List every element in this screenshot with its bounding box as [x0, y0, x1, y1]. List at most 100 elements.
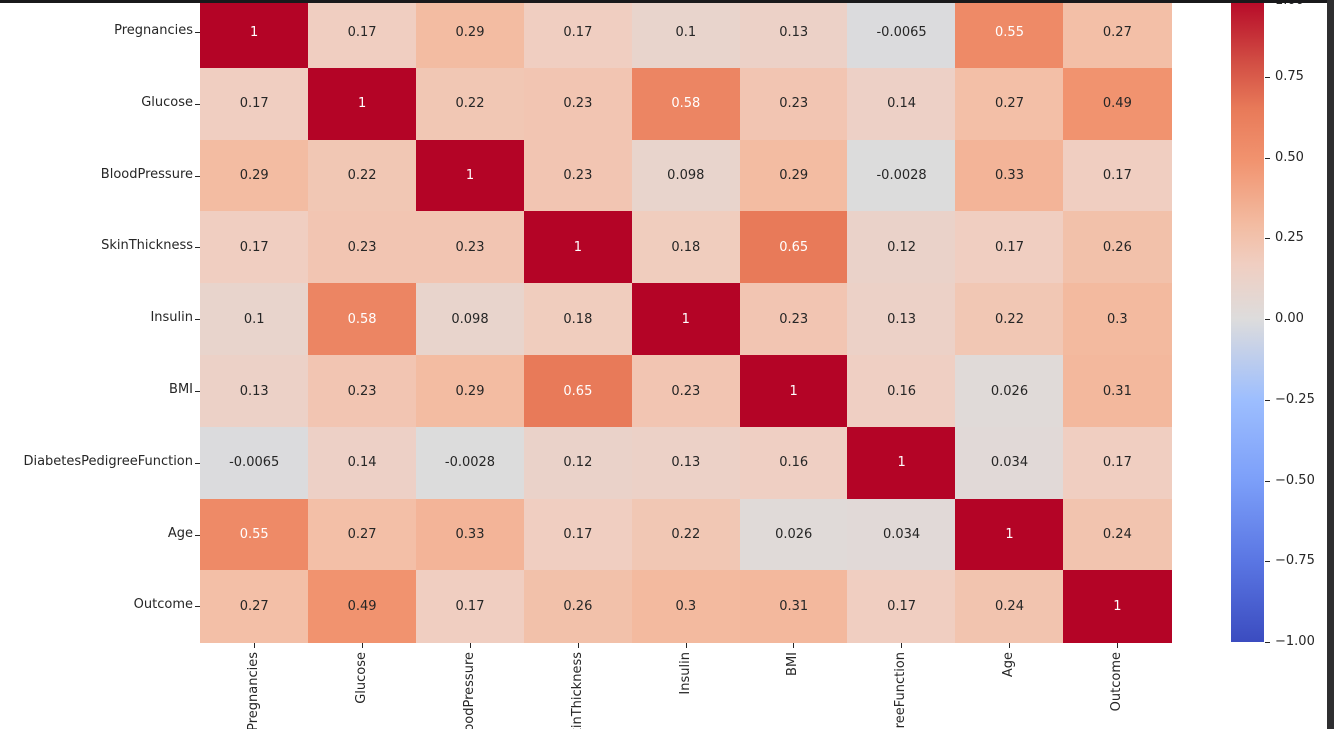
heatmap-cell: 0.12	[523, 426, 633, 500]
cell-annotation: 0.17	[1102, 455, 1132, 471]
cell-annotation: 0.49	[1102, 96, 1132, 112]
heatmap-cell: 0.1	[631, 0, 740, 69]
colorbar-tick-label: −0.50	[1275, 472, 1315, 488]
heatmap-cell: 0.17	[1063, 426, 1172, 500]
colorbar-tick-label: 0.00	[1275, 311, 1304, 326]
heatmap-cell: 0.17	[200, 211, 309, 284]
heatmap-cell: 0.23	[415, 211, 525, 284]
cell-annotation: 0.29	[455, 383, 485, 399]
y-tick-mark	[195, 176, 200, 177]
heatmap-cell: 0.13	[739, 0, 848, 69]
cell-annotation: 0.55	[239, 527, 269, 543]
heatmap-cell: 0.55	[200, 498, 309, 571]
heatmap-cell: 0.14	[847, 67, 956, 141]
cell-annotation: 0.27	[239, 599, 269, 615]
cell-annotation: 0.23	[779, 96, 809, 112]
cell-annotation: 0.13	[671, 455, 701, 471]
colorbar-tick-label: 0.25	[1275, 230, 1304, 246]
heatmap-cell: 0.16	[739, 426, 848, 500]
cell-annotation: 0.17	[563, 24, 593, 40]
cell-annotation: 0.098	[667, 168, 705, 184]
cell-annotation: 0.65	[563, 383, 593, 399]
heatmap-cell: 0.18	[631, 211, 740, 284]
cell-annotation: 0.22	[347, 168, 377, 184]
cell-annotation: 0.1	[243, 311, 265, 327]
heatmap-cell: 0.17	[523, 498, 633, 571]
heatmap-cell: 0.22	[631, 498, 740, 571]
cell-annotation: 0.12	[887, 240, 917, 256]
cell-annotation: 0.26	[563, 599, 593, 615]
heatmap-cell: 1	[847, 426, 956, 500]
cell-annotation: 0.23	[563, 96, 593, 112]
x-tick-mark	[686, 643, 687, 649]
cell-annotation: 0.23	[347, 383, 377, 399]
y-tick-label: DiabetesPedigreeFunction	[23, 453, 193, 469]
heatmap-cell: 0.23	[631, 355, 740, 428]
heatmap-cell: 0.24	[1063, 498, 1172, 571]
heatmap-cell: 0.27	[307, 498, 417, 571]
colorbar-tick-mark	[1265, 400, 1270, 401]
heatmap-cell: 0.23	[739, 67, 848, 141]
colorbar-tick-mark	[1265, 319, 1270, 320]
x-tick-label: Pregnancies	[245, 652, 261, 729]
heatmap-cell: 0.17	[847, 570, 956, 643]
cell-annotation: 0.14	[347, 455, 377, 471]
heatmap-cell: 0.17	[955, 211, 1064, 284]
heatmap-cell: 0.23	[523, 67, 633, 141]
cell-annotation: 0.18	[563, 311, 593, 327]
y-tick-mark	[195, 32, 200, 33]
cell-annotation: 0.026	[990, 383, 1029, 399]
cell-annotation: 0.23	[347, 240, 377, 256]
cell-annotation: 0.27	[347, 527, 377, 543]
colorbar-tick-label: 1.00	[1275, 0, 1304, 8]
heatmap-cell: 0.12	[847, 211, 956, 284]
colorbar-tick-mark	[1265, 77, 1270, 78]
y-tick-label: BloodPressure	[100, 166, 193, 182]
y-tick-mark	[195, 535, 200, 536]
cell-annotation: 1	[789, 383, 798, 399]
window-top-edge	[0, 0, 1334, 3]
x-tick-mark	[362, 643, 363, 649]
cell-annotation: 0.17	[887, 599, 917, 615]
heatmap-cell: 1	[307, 67, 417, 141]
colorbar-tick-label: 0.75	[1275, 68, 1304, 84]
cell-annotation: 1	[681, 311, 690, 327]
cell-annotation: 0.22	[455, 96, 485, 112]
heatmap-cell: 1	[415, 139, 525, 212]
cell-annotation: 0.29	[779, 168, 809, 184]
x-tick-mark	[254, 643, 255, 649]
cell-annotation: 0.31	[779, 599, 809, 615]
cell-annotation: 0.29	[455, 24, 485, 40]
heatmap-cell: 0.65	[523, 355, 633, 428]
cell-annotation: 0.098	[451, 311, 489, 327]
cell-annotation: 1	[897, 455, 906, 471]
heatmap-cell: 0.58	[631, 67, 740, 141]
cell-annotation: 1	[250, 24, 259, 40]
cell-annotation: 0.12	[563, 455, 593, 471]
cell-annotation: 0.27	[1102, 24, 1132, 40]
x-tick-mark	[901, 643, 902, 649]
cell-annotation: 0.17	[239, 96, 269, 112]
cell-annotation: 0.3	[1107, 311, 1128, 327]
x-tick-mark	[578, 643, 579, 649]
cell-annotation: 0.13	[887, 311, 917, 327]
cell-annotation: 0.17	[239, 240, 269, 256]
heatmap-cell: 0.026	[955, 355, 1064, 428]
colorbar-tick-mark	[1265, 238, 1270, 239]
colorbar-tick-mark	[1265, 561, 1270, 562]
heatmap-cell: 0.034	[847, 498, 956, 571]
cell-annotation: 0.22	[671, 527, 701, 543]
cell-annotation: 0.17	[1102, 168, 1132, 184]
cell-annotation: 0.22	[995, 311, 1024, 327]
heatmap-cell: 0.58	[307, 283, 417, 356]
colorbar-tick-label: −0.25	[1275, 391, 1315, 407]
y-tick-mark	[195, 319, 200, 320]
x-tick-label: Age	[1001, 652, 1017, 678]
cell-annotation: 0.1	[675, 24, 697, 40]
heatmap-cell: 0.29	[415, 355, 525, 428]
cell-annotation: 0.27	[995, 96, 1024, 112]
window-right-edge	[1327, 0, 1334, 729]
cell-annotation: 0.026	[775, 527, 813, 543]
cell-annotation: 1	[357, 96, 367, 112]
